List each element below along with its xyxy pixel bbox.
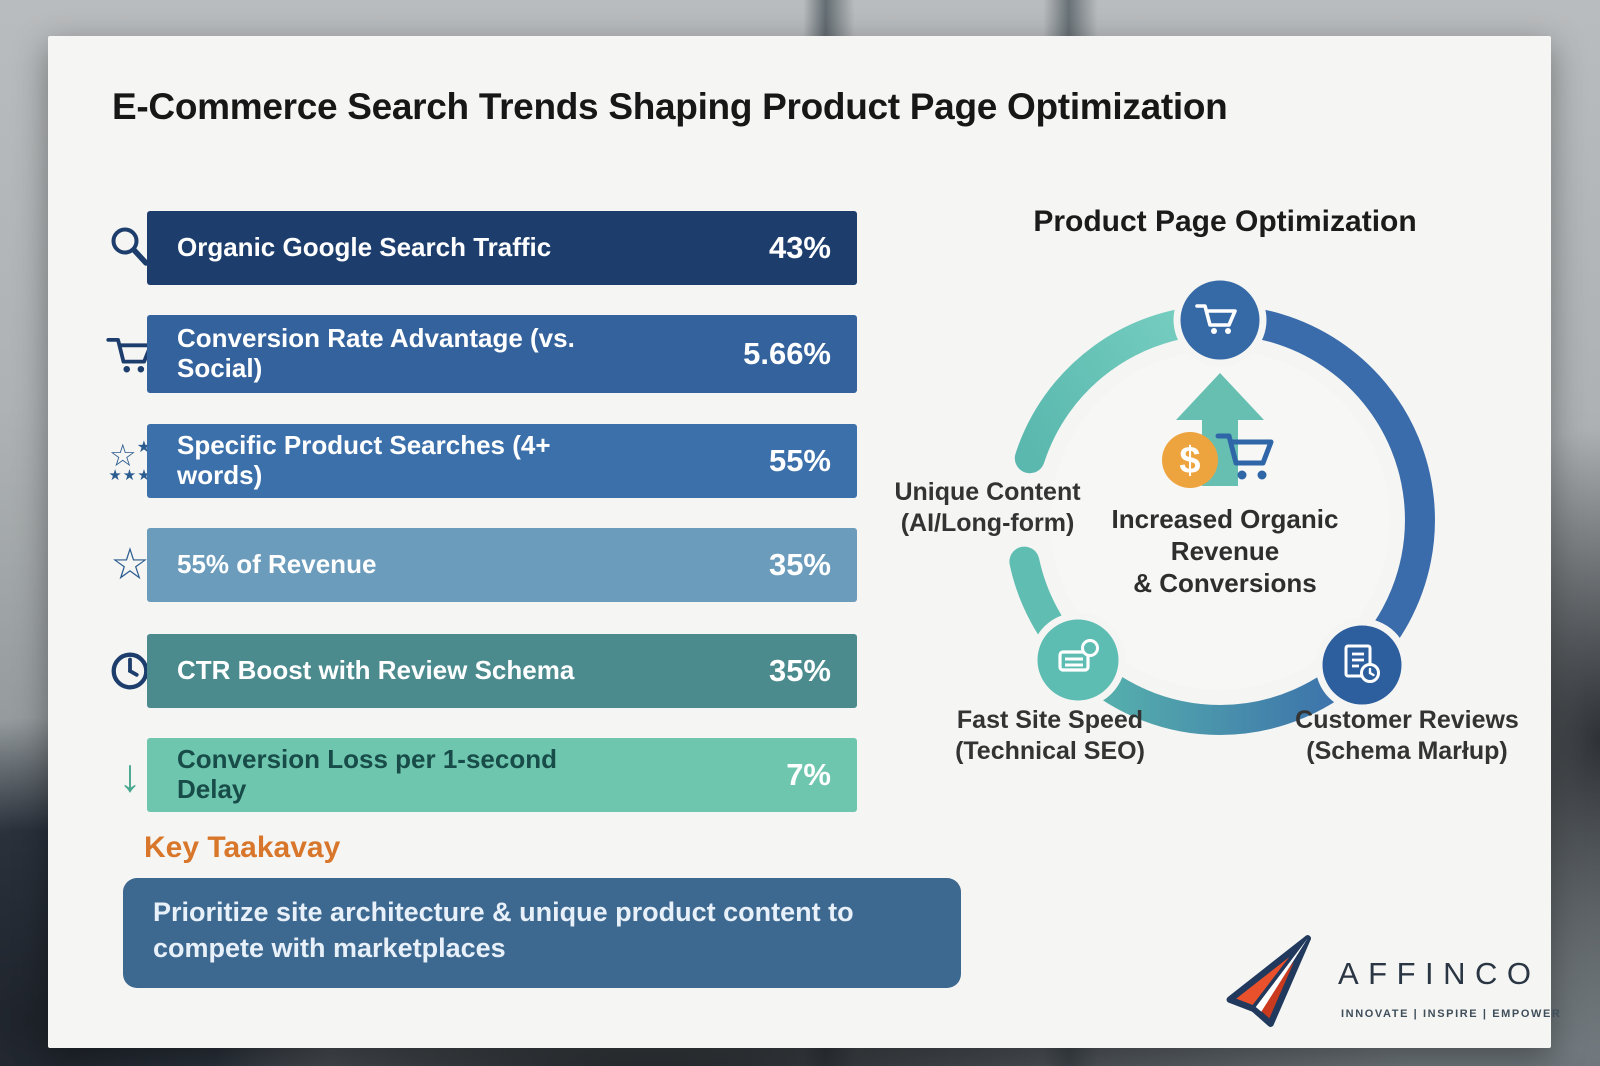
cart-icon [102,326,158,382]
label-fast-site-speed: Fast Site Speed (Technical SEO) [955,706,1145,765]
dollar-coin-icon: $ [1162,432,1218,488]
stat-bar: Conversion Rate Advantage (vs. Social) 5… [147,315,857,393]
label-customer-reviews: Customer Reviews (Schema Marłup) [1295,706,1519,765]
stars-icon: ☆★ ★★★ [108,437,152,484]
stat-bar: Organic Google Search Traffic 43% [147,211,857,285]
arrow-down-icon: ↓ [118,749,142,801]
stat-value: 7% [786,757,831,792]
stat-bar: CTR Boost with Review Schema 35% [147,634,857,708]
svg-text:$: $ [1179,440,1200,482]
stat-label: Specific Product Searches (4+ words) [177,430,551,490]
stat-value: 35% [768,547,831,582]
speed-doc-icon [1058,639,1099,672]
growth-arrow-icon [1176,373,1264,486]
label-unique-content: Unique Content (AI/Long-form) [894,478,1081,537]
clock-icon [102,643,158,699]
key-takeaway-heading: Key Taakavay [144,831,341,864]
stat-label: 55% of Revenue [177,549,377,580]
stat-value: 5.66% [743,336,831,371]
node-fast-site-speed [1030,612,1126,708]
stat-bar: Conversion Loss per 1-second Delay 7% [147,738,857,812]
stat-bar: Specific Product Searches (4+ words) 55% [147,424,857,498]
node-customer-reviews [1315,618,1409,712]
stat-bar: 55% of Revenue 35% [147,528,857,602]
stat-value: 43% [768,230,831,265]
stat-label: Organic Google Search Traffic [177,232,552,263]
stat-label: Conversion Loss per 1-second Delay [177,744,557,804]
node-top-cart [1173,273,1267,367]
page-title: E-Commerce Search Trends Shaping Product… [112,86,1228,127]
stat-label: Conversion Rate Advantage (vs. Social) [177,323,575,383]
cart-icon [1195,304,1237,334]
cycle-diagram: $ [1009,273,1435,735]
label-center: Increased Organic Revenue & Conversions [1111,504,1339,598]
inner-disc [1050,350,1390,690]
ring-arc-blue [1205,305,1435,677]
stat-value: 35% [768,653,831,688]
center-cart-icon [1215,433,1274,480]
logo-wordmark: AFFINCO [1338,956,1541,991]
paper-plane-icon [1226,935,1311,1027]
star-icon: ☆ [110,540,150,589]
stat-value: 55% [768,443,831,478]
review-doc-icon [1344,644,1380,683]
logo-tagline: INNOVATE | INSPIRE | EMPOWER [1341,1008,1562,1020]
search-icon [102,220,158,276]
key-takeaway-box: Prioritize site architecture & unique pr… [123,878,961,988]
diagram-title: Product Page Optimization [1033,205,1417,238]
stat-label: CTR Boost with Review Schema [177,655,575,686]
key-takeaway-text: Prioritize site architecture & unique pr… [153,897,854,964]
